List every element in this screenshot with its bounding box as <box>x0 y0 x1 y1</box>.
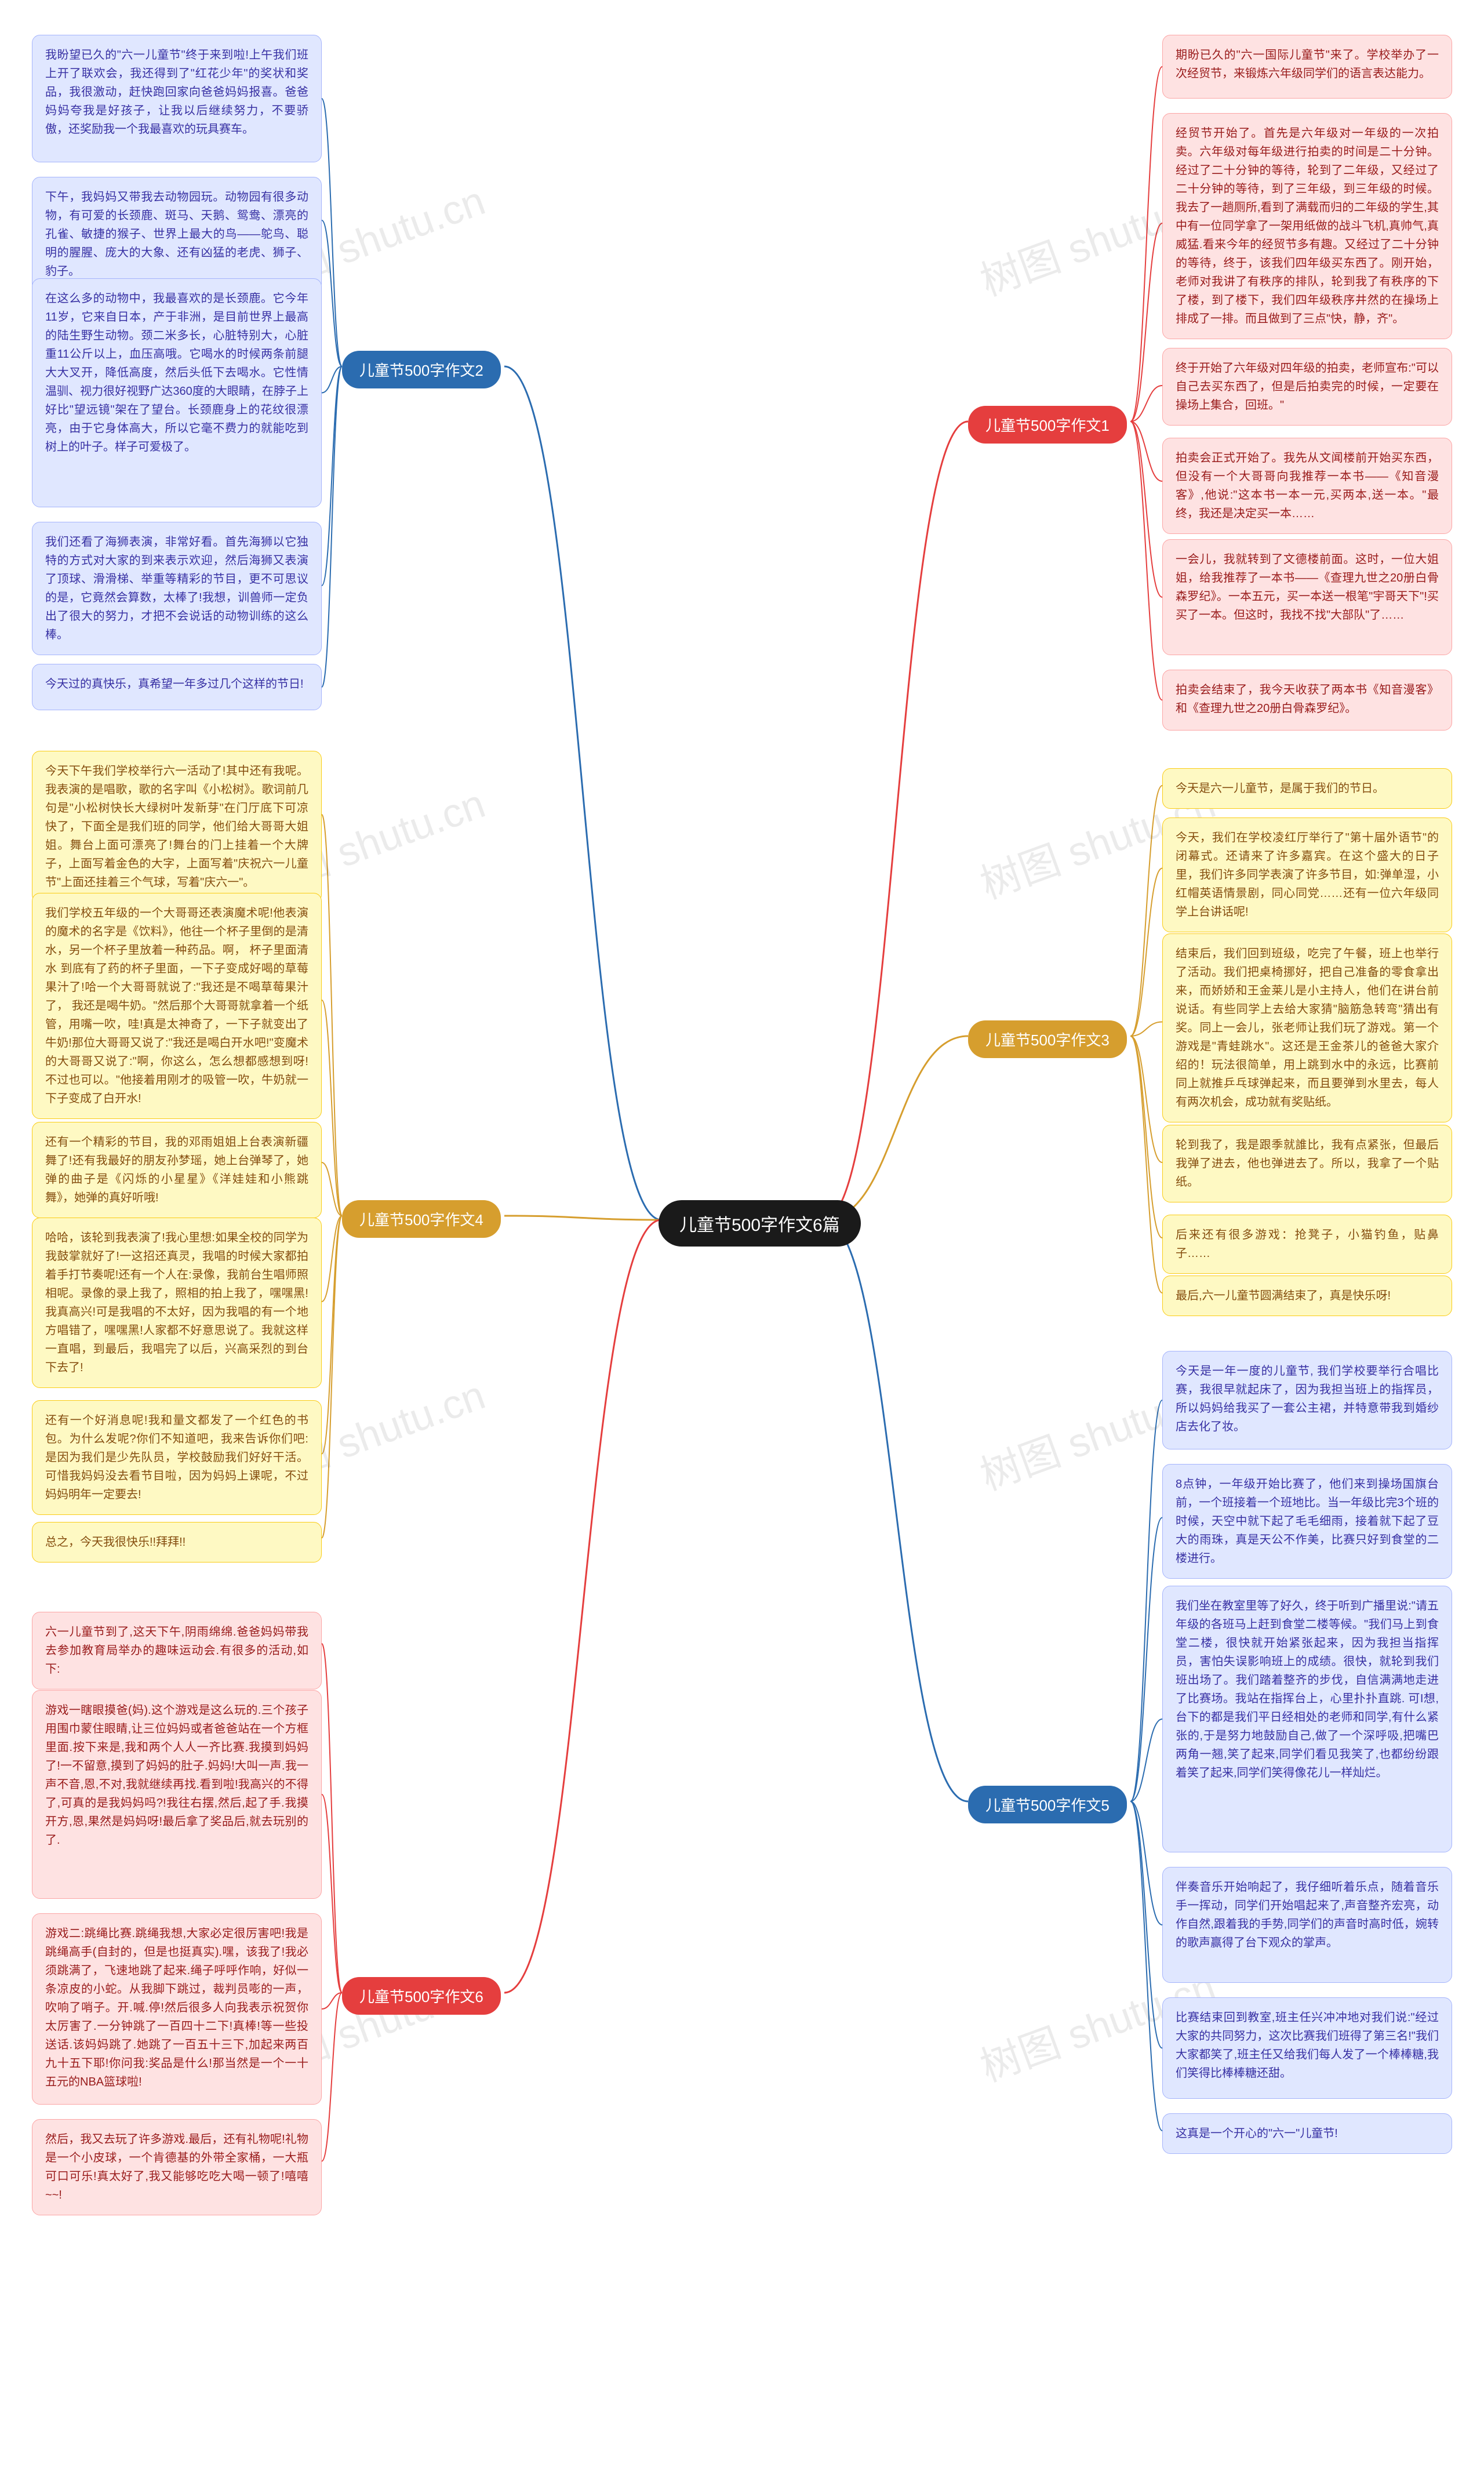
leaf-node: 我盼望已久的"六一儿童节"终于来到啦!上午我们班上开了联欢会，我还得到了"红花少… <box>32 35 322 162</box>
leaf-node: 期盼已久的"六一国际儿童节"来了。学校举办了一次经贸节，来锻炼六年级同学们的语言… <box>1162 35 1452 99</box>
center-node: 儿童节500字作文6篇 <box>659 1200 861 1247</box>
leaf-node: 比赛结束回到教室,班主任兴冲冲地对我们说:"经过大家的共同努力，这次比赛我们班得… <box>1162 1997 1452 2099</box>
leaf-node: 游戏一瞎眼摸爸(妈).这个游戏是这么玩的.三个孩子用围巾蒙住眼睛,让三位妈妈或者… <box>32 1690 322 1899</box>
branch-node-b6: 儿童节500字作文6 <box>342 1977 501 2015</box>
leaf-node: 轮到我了，我是跟季就誰比，我有点紧张，但最后我弹了进去，他也弹进去了。所以，我拿… <box>1162 1125 1452 1202</box>
leaf-node: 今天过的真快乐，真希望一年多过几个这样的节日! <box>32 664 322 710</box>
leaf-node: 总之，今天我很快乐!!拜拜!! <box>32 1522 322 1563</box>
leaf-node: 拍卖会结束了，我今天收获了两本书《知音漫客》和《查理九世之20册白骨森罗纪》。 <box>1162 670 1452 731</box>
branch-node-b5: 儿童节500字作文5 <box>968 1786 1127 1823</box>
leaf-node: 8点钟，一年级开始比赛了，他们来到操场国旗台前，一个班接着一个班地比。当一年级比… <box>1162 1464 1452 1579</box>
branch-node-b3: 儿童节500字作文3 <box>968 1020 1127 1058</box>
branch-node-b1: 儿童节500字作文1 <box>968 406 1127 444</box>
leaf-node: 一会儿，我就转到了文德楼前面。这时，一位大姐姐，给我推荐了一本书——《查理九世之… <box>1162 539 1452 655</box>
leaf-node: 游戏二:跳绳比赛.跳绳我想,大家必定很厉害吧!我是跳绳高手(自封的，但是也挺真实… <box>32 1913 322 2105</box>
leaf-node: 今天，我们在学校凌红厅举行了"第十届外语节"的闭幕式。还请来了许多嘉宾。在这个盛… <box>1162 817 1452 932</box>
leaf-node: 今天是一年一度的儿童节, 我们学校要举行合唱比赛，我很早就起床了，因为我担当班上… <box>1162 1351 1452 1449</box>
leaf-node: 哈哈，该轮到我表演了!我心里想:如果全校的同学为我鼓掌就好了!一这招还真灵，我唱… <box>32 1218 322 1388</box>
leaf-node: 今天是六一儿童节，是属于我们的节日。 <box>1162 768 1452 809</box>
leaf-node: 最后,六一儿童节圆满结束了，真是快乐呀! <box>1162 1276 1452 1316</box>
leaf-node: 我们学校五年级的一个大哥哥还表演魔术呢!他表演的魔术的名字是《饮料》，他往一个杯… <box>32 893 322 1119</box>
leaf-node: 终于开始了六年级对四年级的拍卖，老师宣布:"可以自己去买东西了，但是后拍卖完的时… <box>1162 348 1452 426</box>
leaf-node: 六一儿童节到了,这天下午,阴雨绵绵.爸爸妈妈带我去参加教育局举办的趣味运动会.有… <box>32 1612 322 1689</box>
leaf-node: 今天下午我们学校举行六一活动了!其中还有我呢。我表演的是唱歌，歌的名字叫《小松树… <box>32 751 322 903</box>
leaf-node: 还有一个好消息呢!我和量文都发了一个红色的书包。为什么发呢?你们不知道吧，我来告… <box>32 1400 322 1515</box>
leaf-node: 这真是一个开心的"六一"儿童节! <box>1162 2113 1452 2154</box>
leaf-node: 在这么多的动物中，我最喜欢的是长颈鹿。它今年11岁，它来自日本，产于非洲，是目前… <box>32 278 322 507</box>
leaf-node: 下午，我妈妈又带我去动物园玩。动物园有很多动物，有可爱的长颈鹿、斑马、天鹅、鸳鸯… <box>32 177 322 292</box>
leaf-node: 伴奏音乐开始响起了，我仔细听着乐点，随着音乐手一挥动，同学们开始唱起来了,声音整… <box>1162 1867 1452 1983</box>
branch-node-b4: 儿童节500字作文4 <box>342 1200 501 1238</box>
leaf-node: 我们坐在教室里等了好久，终于听到广播里说:"请五年级的各班马上赶到食堂二楼等候。… <box>1162 1586 1452 1852</box>
leaf-node: 我们还看了海狮表演，非常好看。首先海狮以它独特的方式对大家的到来表示欢迎，然后海… <box>32 522 322 655</box>
leaf-node: 还有一个精彩的节目，我的邓雨姐姐上台表演新疆舞了!还有我最好的朋友孙梦瑶，她上台… <box>32 1122 322 1218</box>
leaf-node: 然后，我又去玩了许多游戏.最后，还有礼物呢!礼物是一个小皮球，一个肯德基的外带全… <box>32 2119 322 2215</box>
leaf-node: 后来还有很多游戏：抢凳子，小猫钓鱼，贴鼻子…… <box>1162 1215 1452 1274</box>
leaf-node: 经贸节开始了。首先是六年级对一年级的一次拍卖。六年级对每年级进行拍卖的时间是二十… <box>1162 113 1452 339</box>
branch-node-b2: 儿童节500字作文2 <box>342 351 501 388</box>
leaf-node: 结束后，我们回到班级，吃完了午餐，班上也举行了活动。我们把桌椅挪好，把自己准备的… <box>1162 933 1452 1122</box>
leaf-node: 拍卖会正式开始了。我先从文闻楼前开始买东西，但没有一个大哥哥向我推荐一本书——《… <box>1162 438 1452 534</box>
